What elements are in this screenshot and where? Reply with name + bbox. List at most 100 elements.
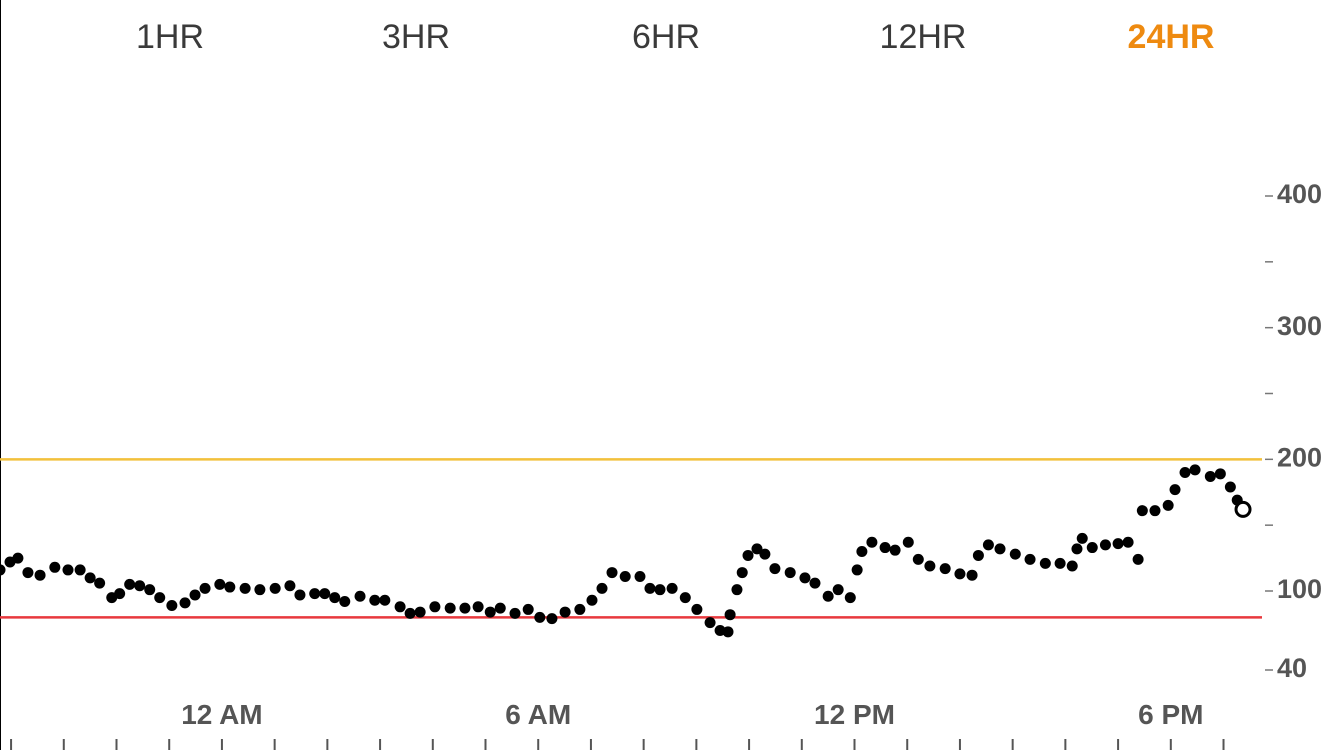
reading-dot — [494, 602, 506, 614]
reading-dot — [339, 596, 351, 608]
reading-dot — [724, 609, 736, 621]
reading-dot — [62, 564, 74, 576]
reading-dot — [379, 594, 391, 606]
y-tick-label: 40 — [1277, 653, 1307, 683]
reading-dot — [414, 606, 426, 618]
reading-dot — [154, 592, 166, 604]
y-tick-label: 400 — [1277, 179, 1322, 209]
reading-dot — [742, 549, 754, 561]
reading-dot — [1076, 532, 1088, 544]
reading-dot — [239, 582, 251, 594]
reading-dot — [1086, 542, 1098, 554]
reading-dot — [851, 564, 863, 576]
reading-dot — [134, 580, 146, 592]
reading-dot — [1132, 553, 1144, 565]
reading-dot — [284, 580, 296, 592]
reading-dot — [606, 567, 618, 579]
reading-dot — [736, 567, 748, 579]
range-tab[interactable]: 3HR — [382, 18, 450, 56]
reading-dot — [832, 584, 844, 596]
reading-dot — [1169, 484, 1181, 496]
x-tick-label: 6 PM — [1138, 699, 1203, 730]
reading-dot — [22, 567, 34, 579]
reading-dot — [509, 607, 521, 619]
reading-dot — [224, 581, 236, 593]
reading-dot — [1162, 499, 1174, 511]
reading-dot — [784, 567, 796, 579]
reading-dot — [74, 564, 86, 576]
reading-dot — [994, 543, 1006, 555]
reading-dot — [534, 611, 546, 623]
reading-dot — [1009, 548, 1021, 560]
reading-dot — [654, 584, 666, 596]
reading-dot — [472, 601, 484, 613]
reading-dot — [49, 561, 61, 573]
reading-dot — [354, 590, 366, 602]
range-tab[interactable]: 12HR — [880, 18, 967, 56]
reading-dot — [546, 613, 558, 625]
reading-dot — [1136, 505, 1148, 517]
reading-dot — [1224, 481, 1236, 493]
reading-dot — [254, 584, 266, 596]
reading-dot — [329, 592, 341, 604]
y-tick-label: 300 — [1277, 311, 1322, 341]
reading-dot — [124, 578, 136, 590]
reading-dot — [759, 548, 771, 560]
reading-dot — [634, 571, 646, 583]
reading-dot — [214, 578, 226, 590]
reading-dot — [751, 543, 763, 555]
reading-dot — [574, 603, 586, 615]
reading-dot — [319, 588, 331, 600]
reading-dot — [429, 601, 441, 613]
reading-dot — [866, 536, 878, 548]
reading-dot — [619, 571, 631, 583]
reading-dot — [114, 588, 126, 600]
reading-dot — [559, 606, 571, 618]
reading-dot — [144, 584, 156, 596]
y-tick-label: 100 — [1277, 574, 1322, 604]
range-tab[interactable]: 6HR — [632, 18, 700, 56]
reading-dot — [34, 569, 46, 581]
range-tab[interactable]: 24HR — [1128, 18, 1215, 56]
reading-dot — [972, 549, 984, 561]
reading-dot — [1149, 505, 1161, 517]
reading-dot — [1066, 560, 1078, 572]
reading-dot — [94, 577, 106, 589]
reading-dot — [691, 603, 703, 615]
reading-dot — [199, 582, 211, 594]
x-tick-label: 12 AM — [181, 699, 262, 730]
reading-dot — [12, 552, 24, 564]
reading-dot — [769, 563, 781, 575]
reading-dot — [294, 589, 306, 601]
current-reading — [1234, 500, 1252, 518]
reading-dot — [444, 602, 456, 614]
reading-dot — [1214, 468, 1226, 480]
reading-dot — [822, 590, 834, 602]
reading-dot — [966, 569, 978, 581]
reading-dot — [369, 594, 381, 606]
reading-dot — [0, 564, 6, 576]
x-tick-label: 6 AM — [505, 699, 571, 730]
reading-dot — [954, 568, 966, 580]
reading-dot — [704, 617, 716, 629]
y-tick-label: 200 — [1277, 442, 1322, 472]
reading-dot — [982, 539, 994, 551]
reading-dot — [856, 546, 868, 557]
x-tick-label: 12 PM — [814, 699, 895, 730]
reading-dot — [404, 607, 416, 619]
reading-dot — [844, 592, 856, 604]
reading-dot — [924, 560, 936, 572]
reading-dot — [644, 582, 656, 594]
reading-dot — [1071, 543, 1083, 555]
reading-dot — [722, 626, 734, 638]
reading-dot — [889, 544, 901, 556]
reading-dot — [679, 592, 691, 604]
reading-dot — [586, 594, 598, 606]
reading-dot — [879, 542, 891, 554]
reading-dot — [799, 572, 811, 584]
reading-dot — [309, 588, 321, 600]
reading-dot — [1189, 464, 1201, 476]
range-tab[interactable]: 1HR — [136, 18, 204, 56]
reading-dot — [459, 602, 471, 614]
